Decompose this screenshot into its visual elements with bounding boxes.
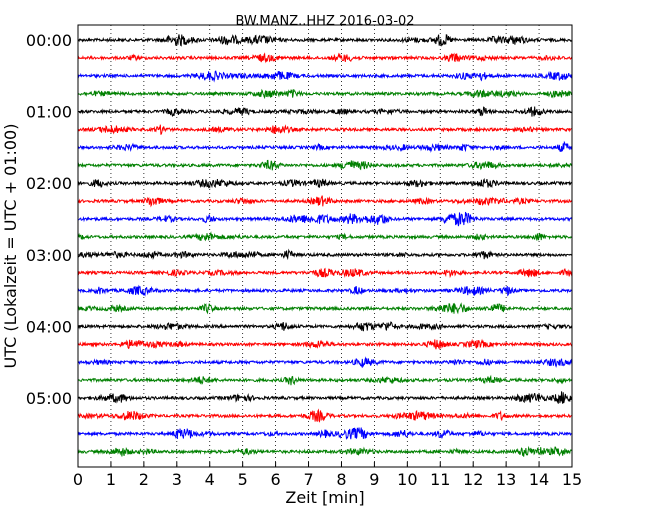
trace-01-30 [77,140,573,153]
trace-02-15 [77,195,573,208]
x-tick-label: 10 [397,470,417,489]
trace-03-00 [77,248,573,261]
trace-02-30 [77,211,573,227]
trace-00-15 [77,52,573,64]
trace-01-45 [77,159,573,171]
x-tick-label: 1 [106,470,116,489]
y-tick-label: 01:00 [26,103,72,122]
y-tick-label: 05:00 [26,389,72,408]
y-tick-label: 03:00 [26,246,72,265]
trace-05-00 [77,391,573,404]
trace-01-00 [77,106,573,117]
trace-04-00 [77,321,573,332]
trace-05-45 [77,445,573,457]
trace-03-45 [77,302,573,315]
y-axis-ticks: 00:00 01:00 02:00 03:00 04:00 05:00 [26,31,83,408]
seismogram-traces [77,34,573,457]
trace-02-45 [77,231,573,242]
x-tick-label: 8 [336,470,346,489]
x-tick-label: 12 [463,470,483,489]
trace-05-15 [77,408,573,423]
x-axis-ticks: 0 1 2 3 4 5 6 7 8 9 10 11 12 13 14 15 [73,462,582,489]
x-tick-label: 11 [430,470,450,489]
x-tick-label: 14 [529,470,549,489]
y-axis-title: UTC (Lokalzeit = UTC + 01:00) [1,124,20,369]
trace-00-45 [77,88,573,100]
x-tick-label: 5 [238,470,248,489]
plot-frame [77,24,573,468]
trace-02-00 [77,177,573,189]
trace-00-00 [77,34,573,47]
y-tick-label: 04:00 [26,317,72,336]
trace-00-30 [77,70,573,83]
grid-lines [110,25,540,467]
x-tick-label: 0 [73,470,83,489]
trace-04-30 [77,356,573,369]
trace-04-45 [77,374,573,386]
x-tick-label: 6 [271,470,281,489]
y-tick-label: 02:00 [26,174,72,193]
chart-title: BW.MANZ..HHZ 2016-03-02 [235,14,414,29]
trace-03-15 [77,267,573,279]
x-axis-title: Zeit [min] [285,488,364,507]
trace-05-30 [77,427,573,440]
x-tick-label: 4 [205,470,215,489]
trace-04-15 [77,338,573,350]
x-tick-label: 3 [172,470,182,489]
x-tick-label: 13 [496,470,516,489]
x-tick-label: 9 [369,470,379,489]
y-tick-label: 00:00 [26,31,72,50]
trace-01-15 [77,124,573,135]
x-tick-label: 2 [139,470,149,489]
x-tick-label: 15 [562,470,582,489]
x-tick-label: 7 [303,470,313,489]
trace-03-30 [77,284,573,297]
